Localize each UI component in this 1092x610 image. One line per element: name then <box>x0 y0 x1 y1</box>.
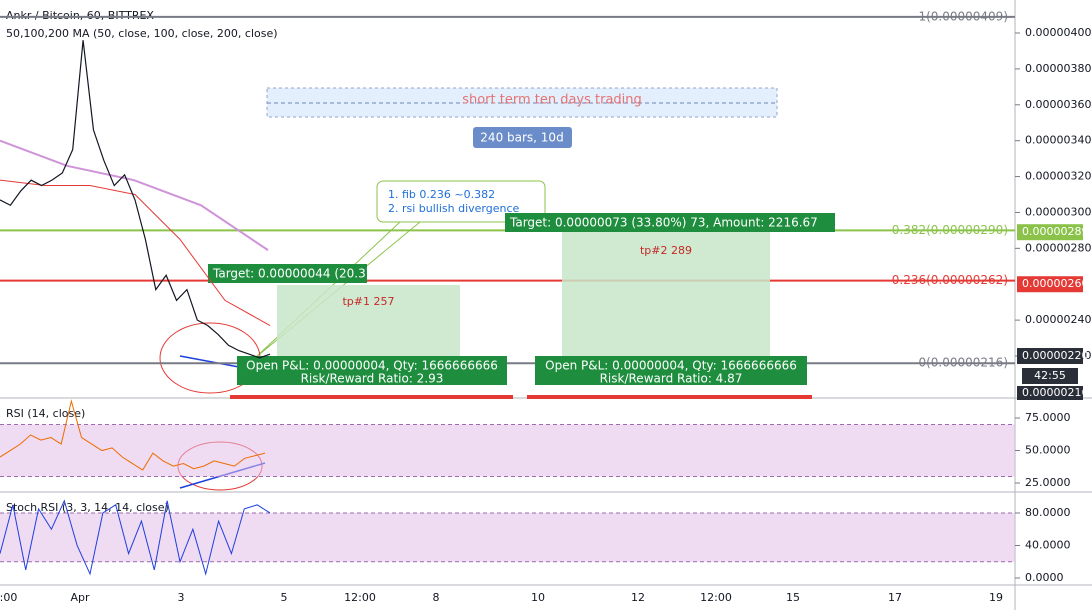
time-label: 17 <box>888 591 902 604</box>
bars-badge <box>473 127 572 148</box>
callout-line: 1. fib 0.236 ~0.382 <box>388 188 495 201</box>
price-line <box>0 40 271 359</box>
target-label: Target: 0.00000044 (20.37%) 44, Amount: … <box>212 267 521 281</box>
band <box>0 424 1015 477</box>
time-label: 3 <box>178 591 185 604</box>
price-badge-label: 0.00000260 <box>1022 277 1088 290</box>
profit-zone <box>562 232 770 357</box>
fib-level-label: 0.236(0.00000262) <box>892 273 1008 287</box>
price-tick-label: 0.00000280 <box>1025 241 1091 254</box>
stoch-title: Stoch RSI (3, 3, 14, 14, close) <box>6 501 169 514</box>
pnl-box <box>237 356 507 385</box>
price-tick-label: 0.00000360 <box>1025 98 1091 111</box>
indicator-tick-label: 50.0000 <box>1025 444 1071 457</box>
time-label: 12:00 <box>344 591 376 604</box>
tp-label: tp#2 289 <box>640 244 692 257</box>
pnl-box <box>535 356 807 385</box>
callout <box>376 180 546 223</box>
price-tick-label: 0.00000300 <box>1025 205 1091 218</box>
countdown-badge <box>1022 368 1078 384</box>
price-tick-label: 0.00000400 <box>1025 26 1091 39</box>
price-tick-label: 0.00000240 <box>1025 313 1091 326</box>
indicator-tick-label: 40.0000 <box>1025 538 1071 551</box>
price-badge <box>1017 224 1083 241</box>
stop-zone <box>527 395 812 399</box>
rsi-title: RSI (14, close) <box>6 407 85 420</box>
indicator-tick-label: 80.0000 <box>1025 506 1071 519</box>
callout-line: 2. rsi bullish divergence <box>388 202 520 215</box>
time-label: 15 <box>786 591 800 604</box>
indicator-tick-label: 25.0000 <box>1025 476 1071 489</box>
pnl-label: Open P&L: 0.00000004, Qty: 1666666666 <box>246 359 498 373</box>
ma-50 <box>0 179 271 326</box>
countdown: 42:55 <box>1034 369 1066 382</box>
indicator-line <box>0 499 271 576</box>
indicator-tick-label: 75.0000 <box>1025 411 1071 424</box>
time-label: 12 <box>631 591 645 604</box>
price-tick-label: 0.00000340 <box>1025 134 1091 147</box>
fib-level-label: 0(0.00000216) <box>918 356 1008 370</box>
target-label: Target: 0.00000073 (33.80%) 73, Amount: … <box>509 216 818 230</box>
tp-label: tp#1 257 <box>342 295 394 308</box>
ma-legend: 50,100,200 MA (50, close, 100, close, 20… <box>6 27 278 40</box>
time-label: 10 <box>531 591 545 604</box>
price-tick-label: 0.00000380 <box>1025 62 1091 75</box>
bars-label: 240 bars, 10d <box>480 131 563 145</box>
symbol-title: Ankr / Bitcoin, 60, BITTREX <box>6 9 154 22</box>
profit-zone <box>277 285 460 357</box>
low-badge-label: 0.00000216 <box>1022 386 1088 399</box>
fib-level-label: 1(0.00000409) <box>918 9 1008 23</box>
pnl-label: Open P&L: 0.00000004, Qty: 1666666666 <box>545 359 797 373</box>
low-badge <box>1017 386 1083 400</box>
price-badge <box>1017 276 1083 293</box>
ratio-label: Risk/Reward Ratio: 2.93 <box>301 372 444 386</box>
fib-level-label: 0.382(0.00000290) <box>892 223 1008 237</box>
time-label: 8 <box>433 591 440 604</box>
price-badge <box>1017 348 1083 365</box>
ma-200 <box>0 139 269 251</box>
time-label: Apr <box>70 591 90 604</box>
price-tick-label: 0.00000320 <box>1025 170 1091 183</box>
target-box <box>208 264 367 283</box>
indicator-line <box>0 399 266 471</box>
stop-zone <box>230 395 513 399</box>
time-label: 12:00 <box>700 591 732 604</box>
price-badge-label: 0.00000289 <box>1022 225 1088 238</box>
time-label: 19 <box>989 591 1003 604</box>
band <box>0 512 1015 562</box>
time-label: 5 <box>281 591 288 604</box>
time-label: 2:00 <box>0 591 17 604</box>
indicator-tick-label: 0.0000 <box>1025 571 1064 584</box>
target-box <box>505 213 835 232</box>
price-badge-label: 0.00000220 <box>1022 349 1088 362</box>
range-label: short term ten days trading <box>462 93 642 108</box>
ratio-label: Risk/Reward Ratio: 4.87 <box>600 372 743 386</box>
